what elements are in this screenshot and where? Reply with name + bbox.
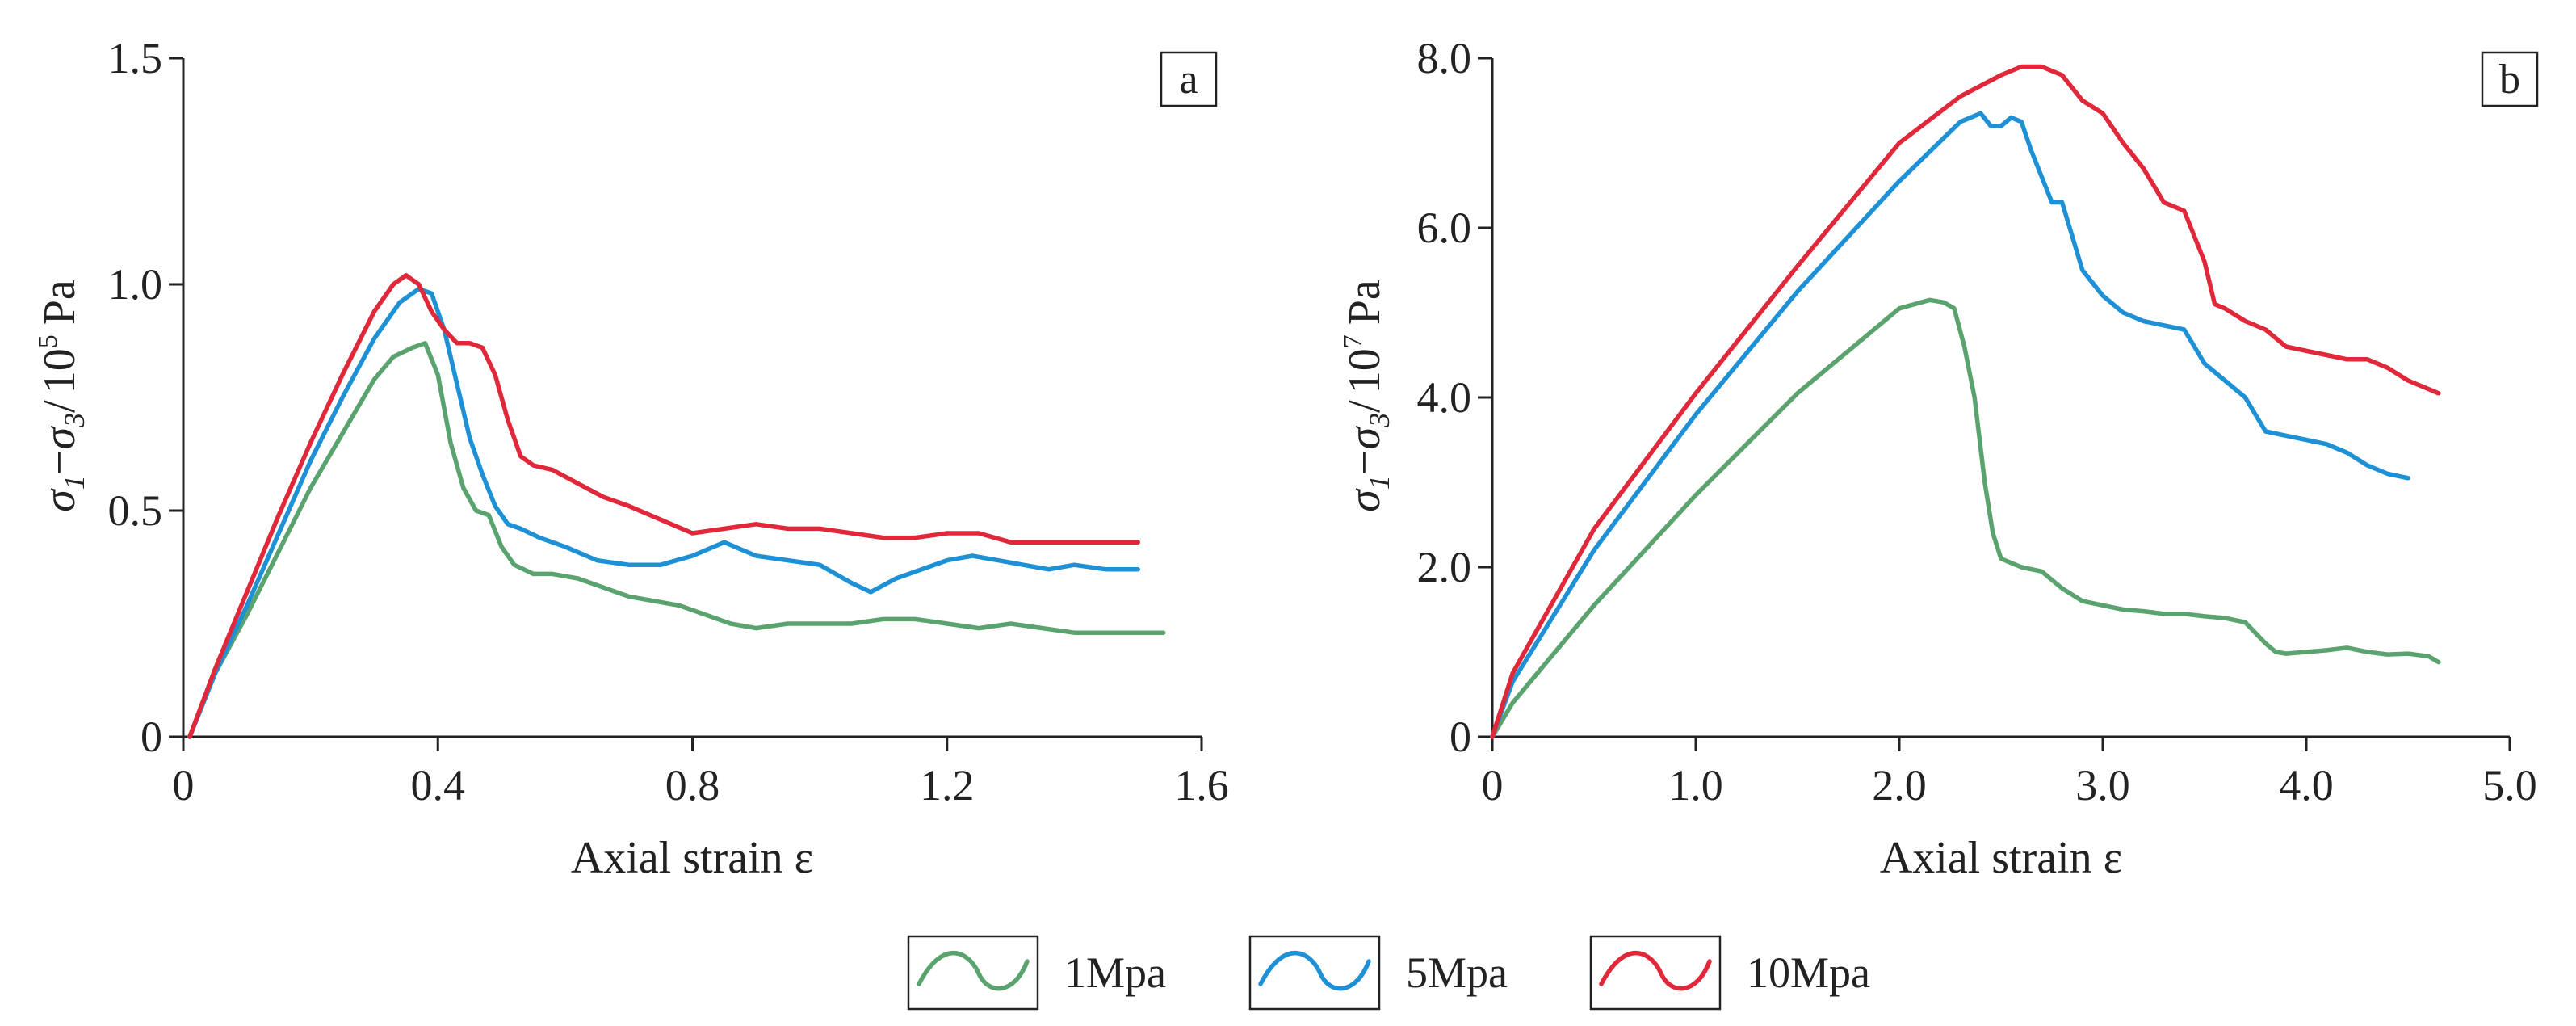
x-tick-label: 5.0 [2482, 761, 2537, 809]
x-tick-label: 0 [1482, 761, 1504, 809]
legend-item-10mpa: 10Mpa [1589, 935, 1870, 1011]
panel-b-ticks: 0 1.0 2.0 3.0 4.0 5.0 0 2.0 4.0 6.0 8.0 [1417, 34, 2537, 809]
panel-b: 0 1.0 2.0 3.0 4.0 5.0 0 2.0 4.0 6.0 8.0 b Axial st… [1338, 34, 2539, 883]
panel-b-label-box [2481, 51, 2539, 107]
panel-b-series [1490, 64, 2441, 739]
series-line-5mpa [187, 286, 1140, 739]
series-line-1mpa [187, 341, 1166, 739]
legend-swatch-box-5mpa [1248, 935, 1381, 1011]
legend-swatch-box-10mpa [1589, 935, 1722, 1011]
panel-b-label: b [2499, 57, 2520, 103]
x-tick-label: 0 [173, 761, 195, 809]
x-tick-label: 1.2 [920, 761, 975, 809]
y-tick-label: 0 [141, 713, 162, 761]
x-tick-label: 3.0 [2075, 761, 2130, 809]
panel-a-ylabel: σ1−σ3/105Pa [33, 280, 90, 512]
y-tick-label: 1.5 [108, 34, 163, 82]
legend-swatch-10mpa [1599, 950, 1712, 991]
y-tick-label: 2.0 [1417, 543, 1472, 591]
legend: 1Mpa 5Mpa 10Mpa [907, 935, 1870, 1011]
legend-swatch-5mpa [1258, 950, 1371, 991]
y-tick-label: 6.0 [1417, 204, 1472, 252]
legend-item-5mpa: 5Mpa [1248, 935, 1508, 1011]
y-tick-label: 1.0 [108, 260, 163, 309]
series-line-10mpa [1490, 64, 2441, 739]
x-tick-label: 0.4 [411, 761, 466, 809]
panel-b-ylabel: σ1−σ3/107Pa [1338, 280, 1395, 512]
y-tick-label: 0 [1450, 713, 1471, 761]
legend-item-1mpa: 1Mpa [907, 935, 1166, 1011]
series-line-1mpa [1490, 297, 2441, 739]
legend-label-10mpa: 10Mpa [1747, 948, 1870, 997]
y-tick-label: 0.5 [108, 486, 163, 535]
y-tick-label: 8.0 [1417, 34, 1472, 82]
x-tick-label: 1.0 [1668, 761, 1723, 809]
legend-label-5mpa: 5Mpa [1406, 948, 1508, 997]
x-tick-label: 0.8 [665, 761, 720, 809]
legend-label-1mpa: 1Mpa [1064, 948, 1166, 997]
panel-b-xlabel: Axial strain ε [1880, 833, 2122, 883]
panel-a-label: a [1179, 57, 1198, 103]
panel-a-label-box [1160, 51, 1218, 107]
x-tick-label: 1.6 [1174, 761, 1229, 809]
series-line-10mpa [187, 273, 1140, 739]
panel-a-series [187, 273, 1166, 739]
panel-a: 0 0.4 0.8 1.2 1.6 0 0.5 1.0 1.5 a Axial strain ε… [33, 34, 1229, 883]
panel-a-xlabel: Axial strain ε [571, 833, 813, 883]
x-tick-label: 2.0 [1872, 761, 1927, 809]
x-tick-label: 4.0 [2279, 761, 2334, 809]
legend-swatch-1mpa [917, 950, 1030, 991]
y-tick-label: 4.0 [1417, 373, 1472, 422]
panel-a-ticks: 0 0.4 0.8 1.2 1.6 0 0.5 1.0 1.5 [108, 34, 1229, 809]
legend-swatch-box-1mpa [907, 935, 1039, 1011]
series-line-5mpa [1490, 111, 2410, 739]
